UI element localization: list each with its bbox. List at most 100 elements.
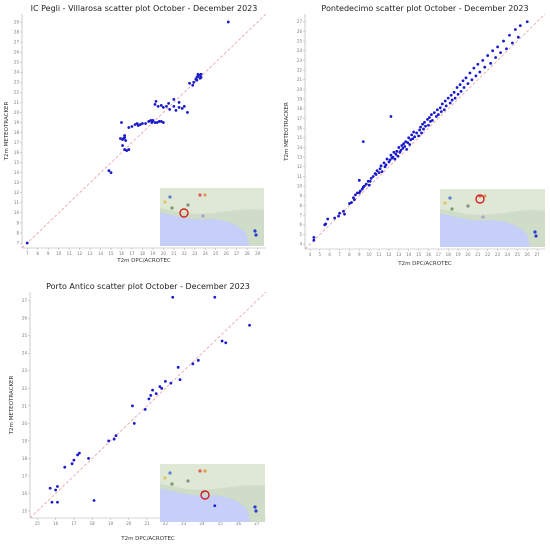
identity-line [304, 13, 546, 250]
x-tick-label: 7 [338, 252, 341, 257]
x-tick-label: 23 [495, 252, 501, 257]
data-point [396, 154, 400, 158]
data-point [367, 183, 371, 187]
data-point [172, 97, 176, 101]
y-tick-label: 17 [297, 116, 303, 121]
scatter-chart-ic-pegli: IC Pegli - Villarosa scatter plot Octobe… [4, 4, 267, 264]
location-highlight-circle [179, 208, 189, 218]
x-tick-label: 14 [98, 251, 104, 256]
map-sea [160, 488, 251, 522]
map-marker [203, 193, 207, 197]
data-point [107, 169, 111, 173]
x-tick-label: 14 [406, 252, 412, 257]
data-point [151, 388, 154, 392]
map-marker [254, 233, 258, 237]
data-point [357, 178, 361, 182]
x-tick-label: 17 [436, 252, 442, 257]
x-tick-label: 13 [88, 251, 94, 256]
x-tick-label: 16 [426, 252, 432, 257]
x-tick-label: 8 [348, 252, 351, 257]
x-tick-label: 18 [90, 521, 96, 526]
map-marker [163, 200, 167, 204]
x-tick-label: 21 [475, 252, 481, 257]
y-tick-label: 8 [16, 230, 19, 235]
data-point [114, 434, 118, 438]
data-point [352, 198, 356, 202]
data-point [157, 120, 161, 123]
data-point [143, 407, 147, 411]
data-point [448, 101, 452, 105]
y-tick-label: 17 [22, 473, 28, 478]
x-tick-label: 10 [56, 251, 62, 256]
y-tick-label: 25 [14, 60, 20, 65]
x-tick-label: 15 [35, 521, 41, 526]
data-point [420, 131, 423, 135]
x-tick-label: 26 [224, 251, 230, 256]
y-tick-label: 24 [297, 48, 303, 53]
y-tick-label: 24 [14, 70, 20, 75]
x-tick-label: 19 [150, 251, 156, 256]
y-tick-label: 5 [299, 232, 302, 237]
x-tick-label: 25 [218, 521, 224, 526]
data-point [415, 131, 419, 135]
data-point [72, 458, 76, 462]
data-point [511, 41, 514, 45]
data-point [196, 72, 200, 76]
y-tick-label: 26 [297, 29, 303, 34]
x-tick-label: 23 [192, 251, 198, 256]
data-point [180, 107, 184, 110]
data-point [382, 161, 386, 165]
data-point [56, 485, 59, 488]
data-point [421, 122, 424, 126]
data-point [156, 104, 160, 108]
x-tick-label: 12 [386, 252, 392, 257]
data-point [408, 143, 412, 146]
data-point [464, 76, 468, 80]
data-point [389, 153, 393, 157]
data-point [48, 486, 52, 490]
y-tick-label: 4 [299, 242, 302, 247]
map-marker [186, 479, 190, 483]
y-tick-label: 27 [14, 40, 20, 45]
data-point [192, 80, 196, 84]
y-tick-label: 22 [297, 67, 303, 72]
data-point [428, 116, 431, 119]
map-marker [170, 206, 174, 210]
data-point [171, 295, 175, 299]
y-tick-label: 7 [299, 213, 302, 218]
y-axis-label: T2m METEOTRACKER [4, 101, 10, 161]
data-point [468, 71, 472, 75]
y-tick-label: 14 [14, 170, 20, 175]
data-point [403, 145, 407, 148]
x-tick-label: 15 [108, 251, 114, 256]
data-point [154, 99, 158, 103]
data-point [449, 93, 453, 97]
map-hills [160, 464, 265, 490]
data-point [120, 121, 123, 124]
y-tick-label: 17 [14, 140, 20, 145]
y-tick-label: 18 [297, 106, 303, 111]
y-tick-label: 15 [22, 508, 28, 513]
data-point [472, 66, 476, 70]
map-marker [253, 229, 257, 233]
data-point [371, 175, 375, 178]
x-tick-label: 24 [199, 521, 205, 526]
data-point [499, 51, 502, 55]
y-tick-label: 20 [14, 110, 20, 115]
data-point [366, 179, 370, 183]
data-point [427, 123, 430, 127]
data-point [56, 500, 59, 504]
data-point [525, 20, 529, 24]
data-point [459, 89, 463, 93]
x-tick-label: 21 [145, 521, 151, 526]
data-point [505, 47, 508, 51]
data-point [394, 152, 398, 156]
data-point [163, 379, 167, 383]
data-point [412, 130, 416, 134]
data-point [476, 62, 480, 66]
x-tick-label: 19 [456, 252, 462, 257]
y-tick-label: 6 [299, 222, 302, 227]
data-point [63, 465, 67, 469]
x-tick-label: 9 [47, 251, 50, 256]
x-axis-label: T2m DPC/ACROTEC [120, 536, 175, 542]
